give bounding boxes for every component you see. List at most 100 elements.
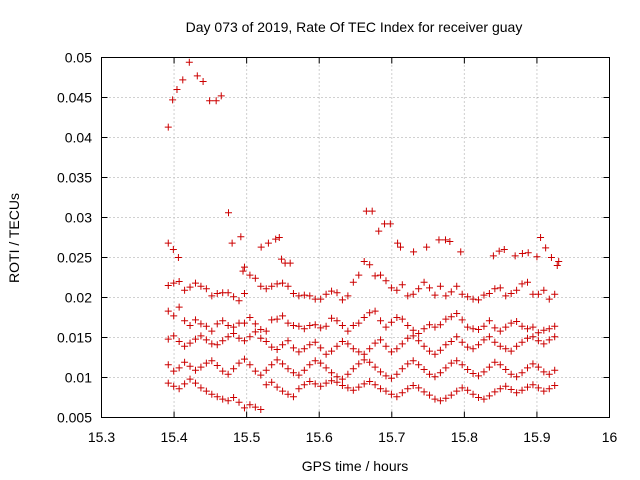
data-point bbox=[257, 334, 265, 342]
data-point bbox=[377, 368, 385, 376]
grid bbox=[101, 57, 610, 418]
data-point bbox=[453, 310, 461, 317]
data-point bbox=[398, 281, 406, 289]
data-point bbox=[208, 292, 216, 300]
data-point bbox=[371, 307, 379, 315]
data-point bbox=[333, 317, 341, 325]
data-point bbox=[175, 364, 183, 372]
data-point bbox=[415, 330, 423, 337]
data-point bbox=[371, 363, 379, 371]
data-point bbox=[257, 243, 265, 251]
data-point bbox=[279, 341, 287, 349]
data-point bbox=[208, 327, 216, 335]
data-point bbox=[199, 78, 207, 85]
data-point bbox=[185, 58, 193, 66]
data-point bbox=[518, 322, 526, 330]
data-point bbox=[322, 322, 330, 330]
data-point bbox=[415, 361, 423, 369]
data-point bbox=[208, 340, 216, 348]
data-point bbox=[534, 384, 542, 392]
data-point bbox=[551, 382, 559, 389]
data-point bbox=[344, 384, 352, 392]
data-point bbox=[317, 359, 325, 367]
data-point bbox=[442, 364, 450, 372]
data-point bbox=[257, 282, 265, 290]
data-point bbox=[349, 386, 357, 394]
data-point bbox=[398, 389, 406, 397]
data-point bbox=[436, 369, 444, 377]
data-point bbox=[382, 387, 390, 395]
data-point bbox=[537, 234, 545, 241]
data-point bbox=[246, 361, 254, 369]
data-point bbox=[251, 367, 259, 375]
x-tick-label: 15.4 bbox=[160, 429, 187, 445]
data-point bbox=[268, 282, 276, 290]
data-point bbox=[240, 290, 248, 297]
data-point bbox=[420, 342, 428, 350]
data-point bbox=[426, 321, 434, 329]
data-point bbox=[513, 342, 521, 350]
data-point bbox=[371, 381, 379, 389]
y-tick-label: 0.005 bbox=[57, 410, 92, 426]
data-point bbox=[393, 314, 401, 321]
data-point bbox=[469, 370, 477, 377]
data-point bbox=[464, 323, 472, 331]
data-point bbox=[489, 252, 497, 260]
data-point bbox=[551, 333, 559, 341]
data-point bbox=[464, 343, 472, 351]
data-point bbox=[382, 342, 390, 350]
data-point bbox=[174, 254, 182, 261]
data-point bbox=[219, 395, 227, 403]
data-point bbox=[507, 370, 515, 378]
data-point bbox=[453, 357, 461, 365]
data-point bbox=[262, 285, 270, 293]
data-point bbox=[344, 292, 352, 300]
data-point bbox=[186, 339, 194, 347]
data-point bbox=[387, 348, 395, 356]
data-point bbox=[415, 384, 423, 392]
data-point bbox=[523, 278, 531, 286]
data-point bbox=[273, 346, 281, 353]
data-point bbox=[534, 337, 542, 345]
x-tick-labels: 15.3 15.4 15.5 15.6 15.7 15.8 15.9 16 bbox=[88, 429, 618, 445]
data-point bbox=[534, 290, 542, 298]
data-point bbox=[485, 290, 493, 297]
data-point bbox=[529, 381, 537, 389]
x-tick-label: 15.5 bbox=[233, 429, 260, 445]
data-point bbox=[311, 380, 319, 388]
data-point bbox=[289, 344, 297, 352]
data-point bbox=[300, 381, 308, 389]
data-point bbox=[393, 393, 401, 401]
data-point bbox=[202, 322, 210, 330]
data-point bbox=[398, 315, 406, 323]
data-point bbox=[366, 378, 374, 385]
data-point bbox=[545, 385, 553, 393]
x-tick-label: 15.8 bbox=[451, 429, 478, 445]
data-point bbox=[446, 238, 454, 245]
data-point bbox=[295, 348, 303, 356]
data-point bbox=[375, 227, 383, 235]
data-point bbox=[191, 366, 199, 374]
data-point bbox=[458, 290, 466, 298]
data-point bbox=[273, 383, 281, 391]
data-point bbox=[513, 318, 521, 325]
data-point bbox=[272, 235, 280, 243]
data-point bbox=[442, 341, 450, 349]
data-point bbox=[464, 366, 472, 373]
data-point bbox=[398, 340, 406, 348]
data-point bbox=[435, 236, 443, 244]
data-point bbox=[386, 220, 394, 228]
data-point bbox=[279, 360, 287, 368]
data-point bbox=[464, 293, 472, 301]
data-point bbox=[208, 390, 216, 398]
data-point bbox=[475, 296, 483, 304]
data-point bbox=[219, 367, 227, 375]
data-point bbox=[415, 337, 423, 345]
data-point bbox=[431, 350, 439, 358]
data-point bbox=[393, 345, 401, 353]
data-point bbox=[338, 322, 346, 329]
data-point bbox=[202, 387, 210, 395]
data-point bbox=[500, 246, 508, 253]
data-point bbox=[371, 339, 379, 347]
data-point bbox=[284, 390, 292, 398]
